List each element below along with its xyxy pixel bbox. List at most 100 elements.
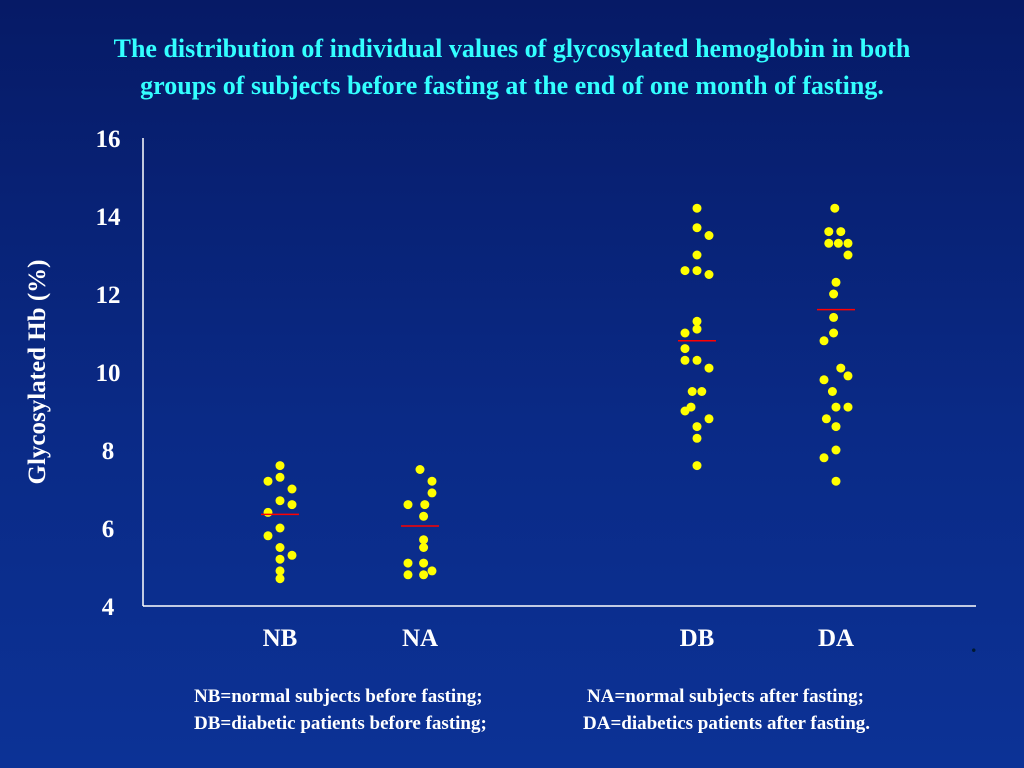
data-point (275, 496, 285, 506)
y-tick-label: 8 (102, 438, 115, 465)
data-point (427, 488, 437, 498)
x-category-label: DB (680, 625, 715, 652)
data-point (263, 507, 273, 517)
data-point (830, 203, 840, 213)
data-point (680, 406, 690, 416)
data-point (692, 355, 702, 365)
chart-axes (142, 138, 976, 607)
data-point (419, 535, 429, 545)
trailing-mark: . (971, 632, 977, 657)
data-point (680, 355, 690, 365)
data-point (420, 500, 430, 510)
group-legend: NB=normal subjects before fasting; NA=no… (150, 683, 980, 737)
data-point (275, 566, 285, 576)
chart-title-line-2: groups of subjects before fasting at the… (140, 71, 884, 100)
data-point (843, 250, 853, 260)
data-point (692, 461, 702, 471)
data-point (427, 566, 437, 576)
data-point (821, 414, 831, 424)
data-point (419, 511, 429, 521)
data-point (275, 574, 285, 584)
y-tick-label: 4 (102, 594, 115, 621)
data-point (831, 402, 841, 412)
data-point (275, 523, 285, 533)
data-point (819, 336, 829, 346)
data-point (704, 270, 714, 279)
data-point (275, 472, 285, 482)
data-point (687, 387, 697, 396)
data-point (427, 476, 437, 486)
data-point (403, 558, 413, 568)
legend-db: DB=diabetic patients before fasting; (194, 713, 487, 734)
data-point (829, 328, 839, 338)
data-point (419, 570, 429, 580)
y-axis-label: Glycosylated Hb (%) (24, 259, 51, 485)
data-point (275, 543, 285, 552)
data-point (819, 375, 829, 385)
data-point (680, 328, 690, 338)
x-category-labels: NB NA DB DA (263, 625, 854, 652)
data-point (824, 238, 834, 248)
data-point (704, 414, 714, 424)
data-point (824, 227, 834, 237)
data-point (831, 476, 841, 486)
data-point (843, 238, 853, 248)
y-tick-label: 6 (102, 516, 115, 543)
y-tick-label: 10 (96, 360, 121, 387)
legend-row-diabetic: DB=diabetic patients before fasting; DA=… (150, 710, 980, 737)
data-points (263, 203, 853, 584)
legend-da: DA=diabetics patients after fasting. (583, 713, 871, 734)
data-point (415, 465, 425, 474)
x-category-label: NA (402, 625, 438, 652)
data-point (680, 344, 690, 354)
data-point (833, 238, 843, 248)
data-point (403, 500, 413, 510)
data-point (704, 231, 714, 240)
data-point (692, 203, 702, 213)
data-point (263, 476, 273, 486)
data-point (692, 433, 702, 443)
data-point (692, 316, 702, 326)
data-point (836, 227, 846, 237)
data-point (827, 387, 837, 396)
x-category-label: DA (818, 625, 854, 652)
data-point (829, 289, 839, 299)
data-point (831, 277, 841, 287)
data-point (692, 324, 702, 334)
legend-nb: NB=normal subjects before fasting; (194, 686, 483, 707)
data-point (287, 484, 297, 494)
data-point (831, 445, 841, 455)
data-point (692, 422, 702, 432)
data-point (836, 363, 846, 373)
data-point (831, 422, 841, 432)
data-point (819, 453, 829, 463)
data-point (692, 266, 702, 276)
legend-na: NA=normal subjects after fasting; (587, 686, 864, 707)
data-point (843, 371, 853, 381)
data-point (419, 558, 429, 568)
data-point (680, 266, 690, 276)
data-point (263, 531, 273, 541)
data-point (403, 570, 413, 580)
y-tick-label: 12 (96, 282, 121, 309)
data-point (697, 387, 707, 396)
x-category-label: NB (263, 625, 298, 652)
data-point (275, 461, 285, 471)
y-tick-labels: 4 6 8 10 12 14 16 (96, 126, 122, 621)
data-point (419, 543, 429, 552)
data-point (692, 250, 702, 260)
y-tick-label: 16 (96, 126, 121, 153)
data-point (275, 554, 285, 564)
data-point (287, 500, 297, 510)
legend-row-normal: NB=normal subjects before fasting; NA=no… (150, 683, 980, 710)
data-point (829, 312, 839, 322)
data-point (692, 223, 702, 233)
data-point (287, 550, 297, 560)
chart-title-line-1: The distribution of individual values of… (113, 34, 911, 63)
data-point (843, 402, 853, 412)
y-tick-label: 14 (96, 204, 122, 231)
mean-lines (261, 308, 855, 527)
chart-title: The distribution of individual values of… (30, 30, 994, 104)
data-point (704, 363, 714, 373)
